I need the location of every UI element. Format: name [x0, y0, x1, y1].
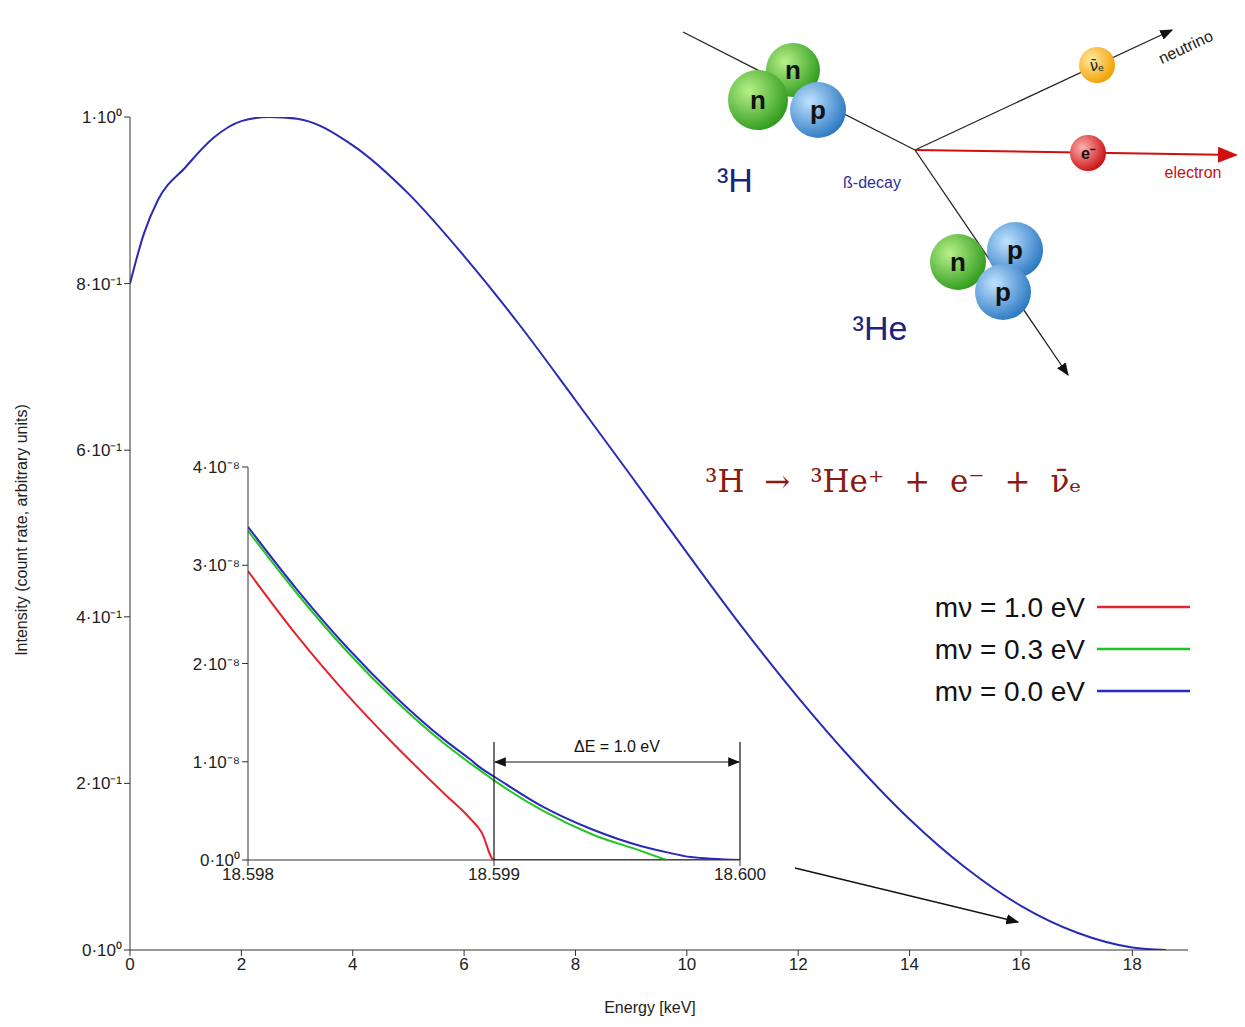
svg-text:2: 2 — [237, 955, 246, 974]
svg-text:electron: electron — [1165, 164, 1222, 181]
svg-text:mν = 0.3 eV: mν = 0.3 eV — [935, 634, 1086, 665]
svg-text:Energy [keV]: Energy [keV] — [604, 999, 696, 1016]
svg-text:16: 16 — [1011, 955, 1030, 974]
svg-text:8: 8 — [571, 955, 580, 974]
svg-text:n: n — [950, 247, 966, 277]
svg-text:2·10⁻⁸: 2·10⁻⁸ — [193, 655, 240, 674]
svg-text:4: 4 — [348, 955, 357, 974]
svg-text:n: n — [750, 85, 766, 115]
svg-text:n: n — [785, 55, 801, 85]
svg-text:0: 0 — [125, 955, 134, 974]
svg-text:18.600: 18.600 — [714, 865, 766, 884]
svg-text:4·10⁻¹: 4·10⁻¹ — [76, 608, 122, 627]
svg-text:ΔE = 1.0 eV: ΔE = 1.0 eV — [574, 738, 660, 755]
svg-text:Intensity (count rate, arbitra: Intensity (count rate, arbitrary units) — [13, 404, 30, 656]
svg-text:18.598: 18.598 — [222, 865, 274, 885]
svg-text:18: 18 — [1123, 955, 1142, 974]
svg-text:6: 6 — [459, 955, 468, 974]
svg-text:4·10⁻⁸: 4·10⁻⁸ — [193, 458, 240, 477]
svg-text:14: 14 — [900, 955, 919, 974]
svg-text:1·10⁰: 1·10⁰ — [82, 108, 122, 127]
svg-text:mν = 1.0 eV: mν = 1.0 eV — [935, 592, 1086, 623]
svg-text:ß-decay: ß-decay — [843, 174, 901, 191]
svg-text:2·10⁻¹: 2·10⁻¹ — [76, 774, 122, 793]
svg-text:³H: ³H — [717, 161, 753, 199]
svg-text:mν = 0.0 eV: mν = 0.0 eV — [935, 676, 1086, 707]
svg-text:³He: ³He — [853, 309, 908, 347]
svg-text:p: p — [810, 95, 826, 125]
svg-text:10: 10 — [677, 955, 696, 974]
svg-text:p: p — [995, 277, 1011, 307]
svg-text:neutrino: neutrino — [1156, 27, 1216, 67]
svg-text:3·10⁻⁸: 3·10⁻⁸ — [193, 556, 240, 575]
svg-text:0·10⁰: 0·10⁰ — [82, 941, 122, 960]
svg-text:12: 12 — [789, 955, 808, 974]
svg-text:e⁻: e⁻ — [1081, 145, 1096, 162]
svg-text:ν̄ₑ: ν̄ₑ — [1090, 57, 1105, 75]
svg-text:6·10⁻¹: 6·10⁻¹ — [76, 441, 122, 460]
svg-text:18.599: 18.599 — [468, 865, 520, 884]
svg-text:³H → ³He⁺ + e⁻ + ν̄ₑ: ³H → ³He⁺ + e⁻ + ν̄ₑ — [705, 463, 1081, 499]
svg-text:0·10⁰: 0·10⁰ — [200, 851, 240, 870]
svg-text:8·10⁻¹: 8·10⁻¹ — [76, 275, 122, 294]
svg-text:1·10⁻⁸: 1·10⁻⁸ — [193, 753, 240, 772]
svg-text:p: p — [1007, 235, 1023, 265]
